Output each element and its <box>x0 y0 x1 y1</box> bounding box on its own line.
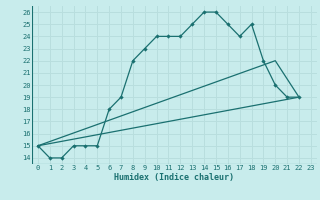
X-axis label: Humidex (Indice chaleur): Humidex (Indice chaleur) <box>115 173 234 182</box>
